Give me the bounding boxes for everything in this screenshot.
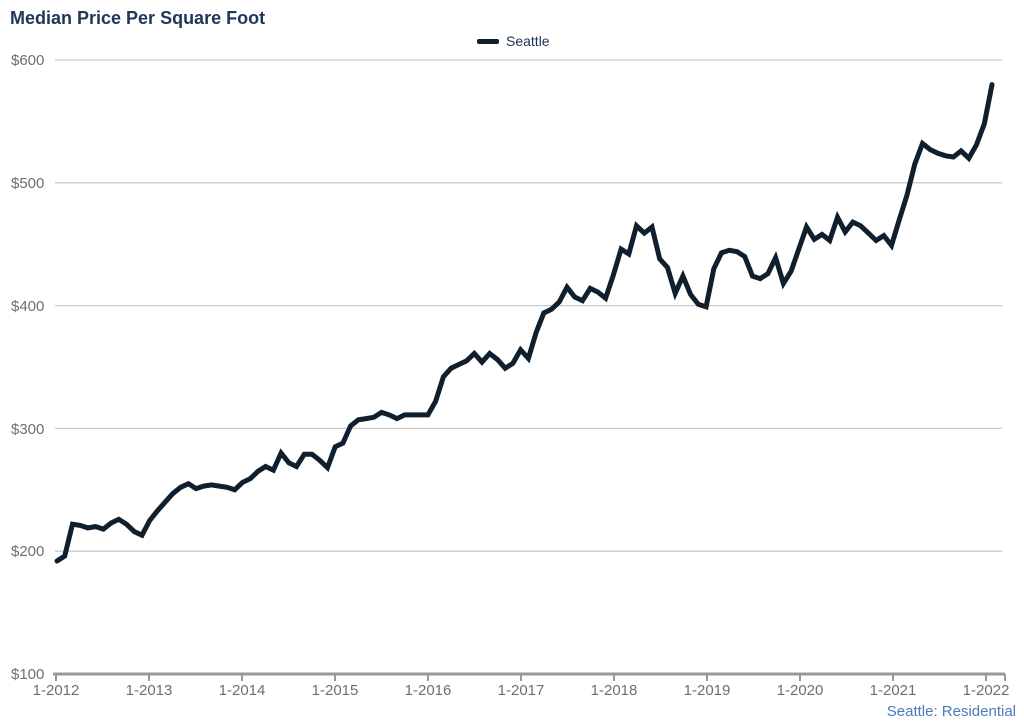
legend-item-seattle[interactable]: Seattle xyxy=(477,33,550,49)
x-tick-label: 1-2020 xyxy=(776,682,824,699)
y-tick-label: $500 xyxy=(11,175,45,192)
y-tick-label: $200 xyxy=(11,543,45,560)
y-tick-label: $600 xyxy=(11,52,45,69)
y-tick-label: $400 xyxy=(11,298,45,315)
x-tick-label: 1-2016 xyxy=(404,682,452,699)
y-tick-label: $100 xyxy=(11,666,45,683)
x-tick-label: 1-2019 xyxy=(683,682,731,699)
legend-label: Seattle xyxy=(506,33,550,49)
legend-swatch-icon xyxy=(477,38,499,44)
x-tick-label: 1-2018 xyxy=(590,682,638,699)
y-tick-label: $300 xyxy=(11,421,45,438)
x-tick-label: 1-2017 xyxy=(497,682,545,699)
chart-title: Median Price Per Square Foot xyxy=(10,8,266,28)
price-line-seattle xyxy=(54,82,995,564)
x-tick-label: 1-2015 xyxy=(311,682,359,699)
x-tick-label: 1-2022 xyxy=(962,682,1010,699)
x-tick-label: 1-2012 xyxy=(32,682,80,699)
x-tick-label: 1-2014 xyxy=(218,682,266,699)
x-tick-label: 1-2013 xyxy=(125,682,173,699)
x-tick-label: 1-2021 xyxy=(869,682,917,699)
footer-source-note: Seattle: Residential xyxy=(886,703,1016,720)
